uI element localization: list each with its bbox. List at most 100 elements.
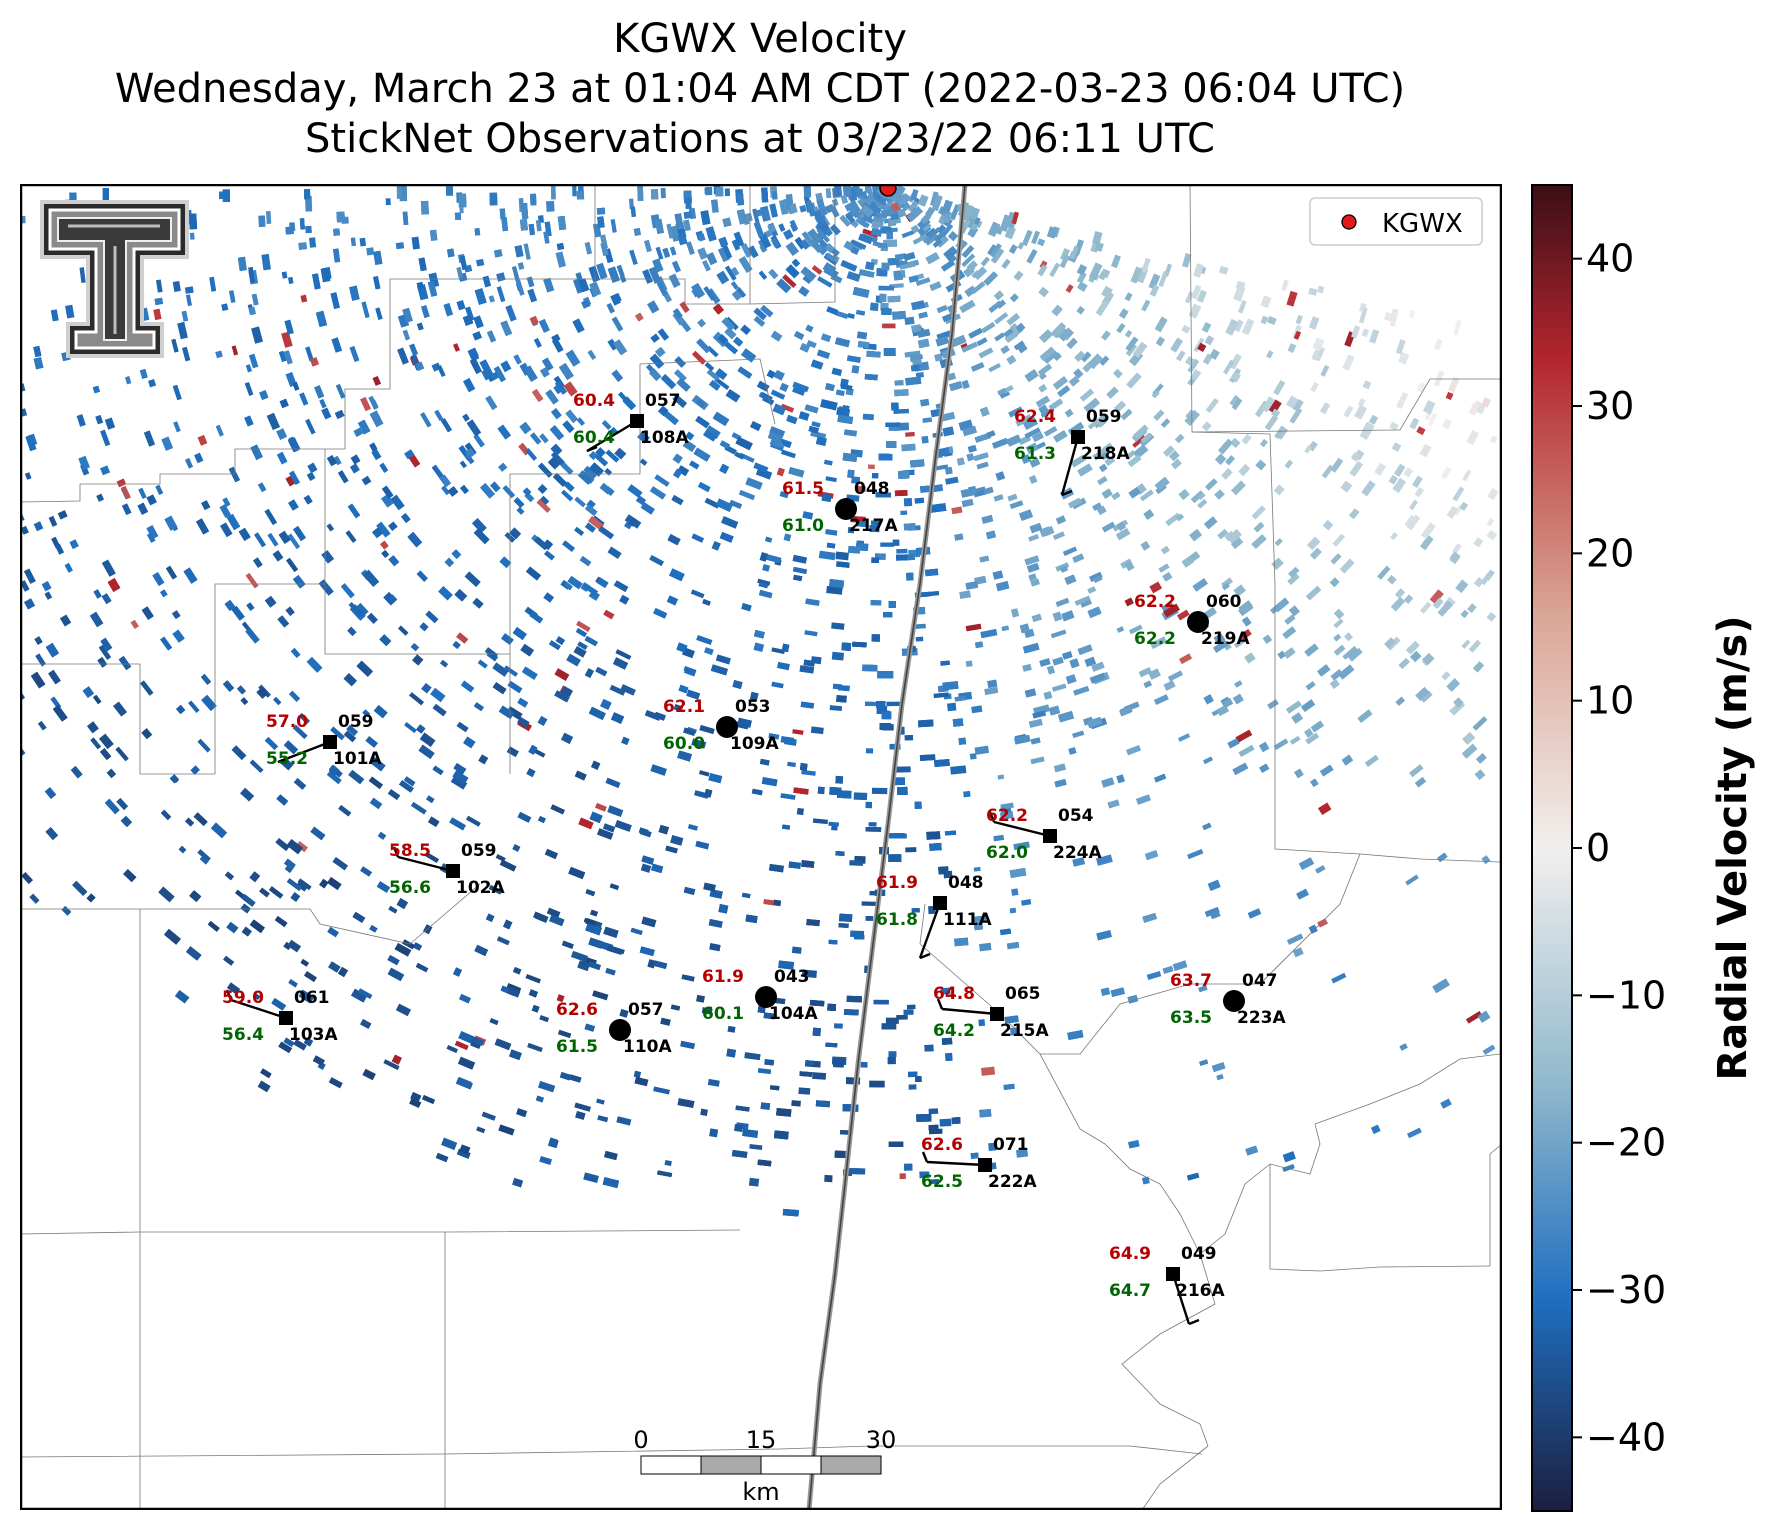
station-dewpoint: 60.0 (663, 734, 705, 754)
legend-label: KGWX (1382, 209, 1463, 239)
station-dewpoint: 55.2 (266, 749, 308, 769)
station-id: 216A (1176, 1281, 1225, 1301)
station-wind-direction: 057 (645, 391, 681, 411)
station-square-marker (978, 1158, 992, 1172)
station-101A[interactable]: 57.0 059 55.2 101A (266, 712, 382, 769)
station-id: 103A (289, 1025, 338, 1045)
colorbar: 40 30 20 10 0 −10 −20 −30 −40 Radial Velocity (m… (1530, 183, 1773, 1513)
station-216A[interactable]: 64.9 049 64.7 216A (1109, 1244, 1225, 1326)
station-111A[interactable]: 61.9 048 61.8 111A (876, 873, 992, 960)
station-dewpoint: 61.3 (1014, 444, 1056, 464)
station-temperature: 62.2 (986, 806, 1028, 826)
wind-barb-flag (921, 1151, 929, 1163)
station-circle-marker (835, 498, 857, 520)
wind-barb-flag (392, 846, 400, 858)
station-circle-marker (716, 716, 738, 738)
station-dewpoint: 60.4 (573, 428, 615, 448)
scale-tick-30: 30 (866, 1426, 897, 1454)
station-temperature: 63.7 (1170, 971, 1212, 991)
colorbar-tick-label: 20 (1586, 531, 1634, 575)
station-224A[interactable]: 62.2 054 62.0 224A (986, 806, 1102, 863)
station-102A[interactable]: 58.5 059 56.6 102A (389, 841, 505, 898)
station-wind-direction: 060 (1206, 592, 1242, 612)
station-id: 217A (849, 516, 898, 536)
station-218A[interactable]: 62.4 059 61.3 218A (1014, 407, 1130, 497)
station-square-marker (990, 1007, 1004, 1021)
station-temperature: 57.0 (266, 712, 308, 732)
station-108A[interactable]: 60.4 057 60.4 108A (573, 391, 689, 453)
colorbar-tick-label: −10 (1586, 973, 1666, 1017)
wind-barb-icon (941, 1007, 998, 1016)
station-temperature: 62.6 (921, 1135, 963, 1155)
station-id: 109A (730, 734, 779, 754)
wind-barb-flag (225, 989, 233, 1001)
station-temperature: 61.9 (876, 873, 918, 893)
colorbar-tick-label: −30 (1586, 1268, 1666, 1312)
station-square-marker (279, 1011, 293, 1025)
station-dewpoint: 63.5 (1170, 1008, 1212, 1028)
scale-tick-0: 0 (633, 1426, 648, 1454)
station-wind-direction: 065 (1005, 984, 1041, 1004)
colorbar-tick-label: 40 (1586, 237, 1634, 281)
wind-barb-icon (397, 855, 454, 873)
wind-barb-icon (918, 902, 942, 959)
wind-barb-icon (230, 998, 287, 1020)
station-temperature: 61.9 (702, 967, 744, 987)
kgwx-radar-marker[interactable] (879, 184, 897, 197)
title-line-3: StickNet Observations at 03/23/22 06:11 … (305, 116, 1215, 162)
station-wind-direction: 059 (461, 841, 497, 861)
station-square-marker (933, 896, 947, 910)
radar-map-canvas: KGWX 60.4 057 60.4 108A 62.4 059 61.3 218A 61.5 0… (20, 184, 1502, 1510)
station-dewpoint: 61.8 (876, 910, 918, 930)
station-223A[interactable]: 63.7 047 63.5 223A (1170, 971, 1286, 1028)
county-boundaries (20, 184, 1502, 1510)
scale-bar: 0 15 30 km (633, 1426, 896, 1506)
colorbar-tick-label: −20 (1586, 1121, 1666, 1165)
station-temperature: 58.5 (389, 841, 431, 861)
station-temperature: 59.0 (222, 988, 264, 1008)
wind-barb-flag (988, 811, 996, 823)
station-110A[interactable]: 62.6 057 61.5 110A (556, 1000, 672, 1057)
station-circle-marker (609, 1019, 631, 1041)
station-109A[interactable]: 62.1 053 60.0 109A (663, 697, 779, 754)
station-wind-direction: 061 (294, 988, 330, 1008)
station-temperature: 60.4 (573, 391, 615, 411)
station-215A[interactable]: 64.8 065 64.2 215A (933, 984, 1049, 1041)
station-dewpoint: 64.7 (1109, 1281, 1151, 1301)
station-temperature: 64.8 (933, 984, 975, 1004)
station-id: 108A (640, 428, 689, 448)
station-id: 111A (943, 910, 992, 930)
station-temperature: 62.6 (556, 1000, 598, 1020)
station-temperature: 62.2 (1134, 592, 1176, 612)
station-219A[interactable]: 62.2 060 62.2 219A (1134, 592, 1250, 649)
station-104A[interactable]: 61.9 043 60.1 104A (702, 967, 818, 1024)
wind-barb-flag (936, 998, 944, 1010)
station-temperature: 64.9 (1109, 1244, 1151, 1264)
station-222A[interactable]: 62.6 071 62.5 222A (921, 1135, 1037, 1192)
station-id: 224A (1053, 843, 1102, 863)
station-wind-direction: 048 (854, 479, 890, 499)
station-dewpoint: 60.1 (702, 1004, 744, 1024)
station-dewpoint: 62.2 (1134, 629, 1176, 649)
station-temperature: 61.5 (782, 479, 824, 499)
station-217A[interactable]: 61.5 048 61.0 217A (782, 479, 898, 536)
wind-barb-flag (586, 445, 598, 453)
radar-map[interactable]: KGWX 60.4 057 60.4 108A 62.4 059 61.3 218A 61.5 0… (20, 184, 1502, 1510)
wind-barb-icon (1171, 1273, 1191, 1325)
station-id: 110A (623, 1037, 672, 1057)
station-wind-direction: 054 (1058, 806, 1094, 826)
station-square-marker (630, 414, 644, 428)
colorbar-tick-label: 30 (1586, 384, 1634, 428)
station-square-marker (1166, 1267, 1180, 1281)
station-id: 104A (769, 1004, 818, 1024)
station-id: 222A (988, 1172, 1037, 1192)
wind-barb-icon (926, 1160, 986, 1167)
station-wind-direction: 059 (1086, 407, 1122, 427)
station-dewpoint: 56.4 (222, 1025, 264, 1045)
station-square-marker (1043, 829, 1057, 843)
station-dewpoint: 64.2 (933, 1021, 975, 1041)
map-legend: KGWX (1309, 197, 1483, 246)
station-id: 223A (1237, 1008, 1286, 1028)
station-103A[interactable]: 59.0 061 56.4 103A (222, 988, 338, 1045)
